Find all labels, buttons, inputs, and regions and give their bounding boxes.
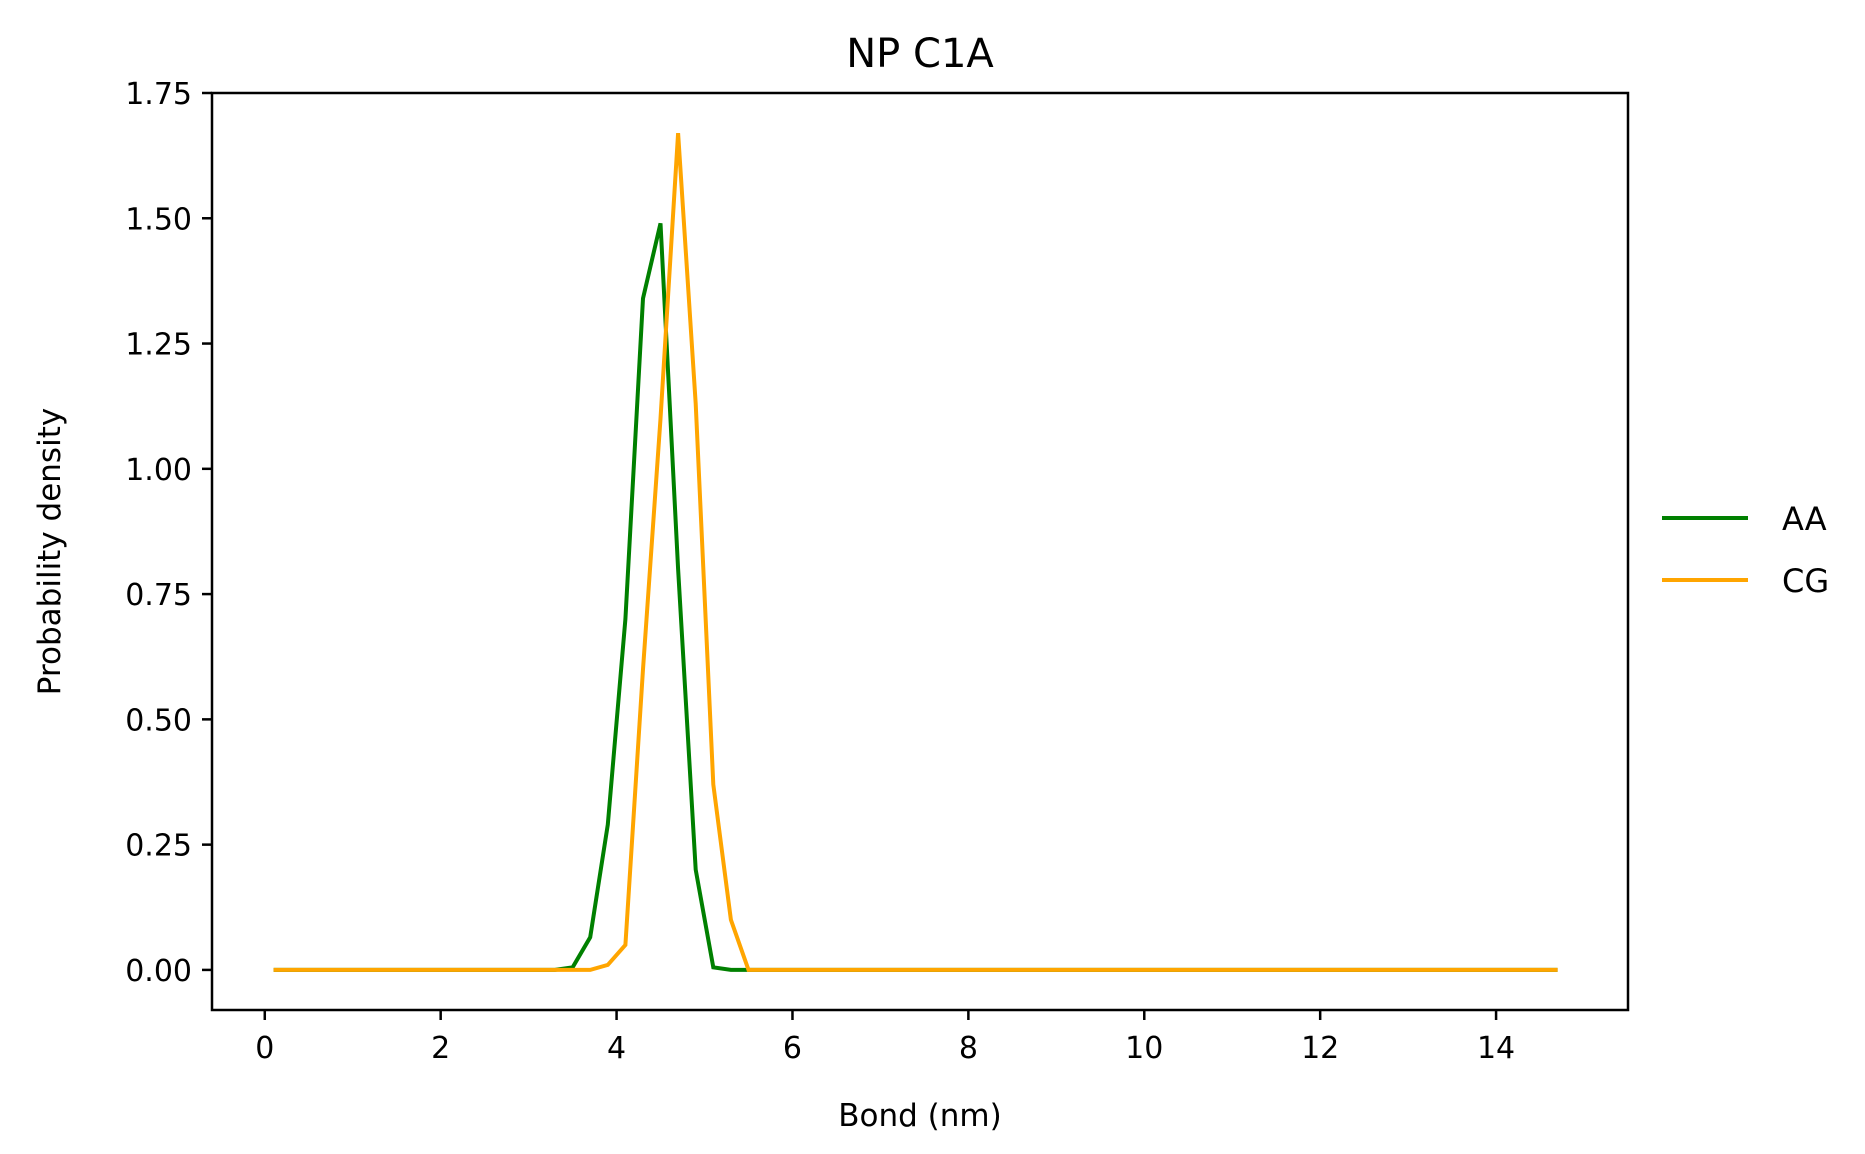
y-tick-label: 0.25: [125, 829, 192, 864]
y-tick-label: 1.00: [125, 453, 192, 488]
y-tick-label: 1.25: [125, 328, 192, 363]
y-tick-label: 0.00: [125, 954, 192, 989]
series-line-cg: [273, 132, 1558, 972]
x-tick-label: 12: [1301, 1031, 1339, 1066]
x-tick-label: 10: [1125, 1031, 1163, 1066]
y-tick-label: 0.75: [125, 578, 192, 613]
x-tick-label: 8: [959, 1031, 978, 1066]
y-tick-label: 1.50: [125, 202, 192, 237]
chart-title: NP C1A: [846, 31, 994, 77]
x-tick-label: 6: [783, 1031, 802, 1066]
x-axis: 0 2 4 6 8 10 12 14: [255, 1010, 1515, 1066]
x-tick-label: 4: [607, 1031, 626, 1066]
y-tick-label: 1.75: [125, 77, 192, 112]
x-axis-label: Bond (nm): [838, 1098, 1001, 1134]
legend-label-aa: AA: [1782, 500, 1827, 538]
plot-frame: [210, 91, 1630, 1012]
legend: AA CG: [1662, 500, 1829, 600]
y-tick-label: 0.50: [125, 703, 192, 738]
series-line-aa: [273, 222, 1558, 972]
plot-area: [273, 132, 1558, 972]
x-tick-label: 0: [255, 1031, 274, 1066]
y-axis: 0.00 0.25 0.50 0.75 1.00 1.25 1.50 1.75: [125, 77, 212, 989]
x-tick-label: 14: [1477, 1031, 1515, 1066]
y-axis-label: Probability density: [32, 408, 68, 695]
legend-label-cg: CG: [1782, 562, 1829, 600]
x-tick-label: 2: [431, 1031, 450, 1066]
